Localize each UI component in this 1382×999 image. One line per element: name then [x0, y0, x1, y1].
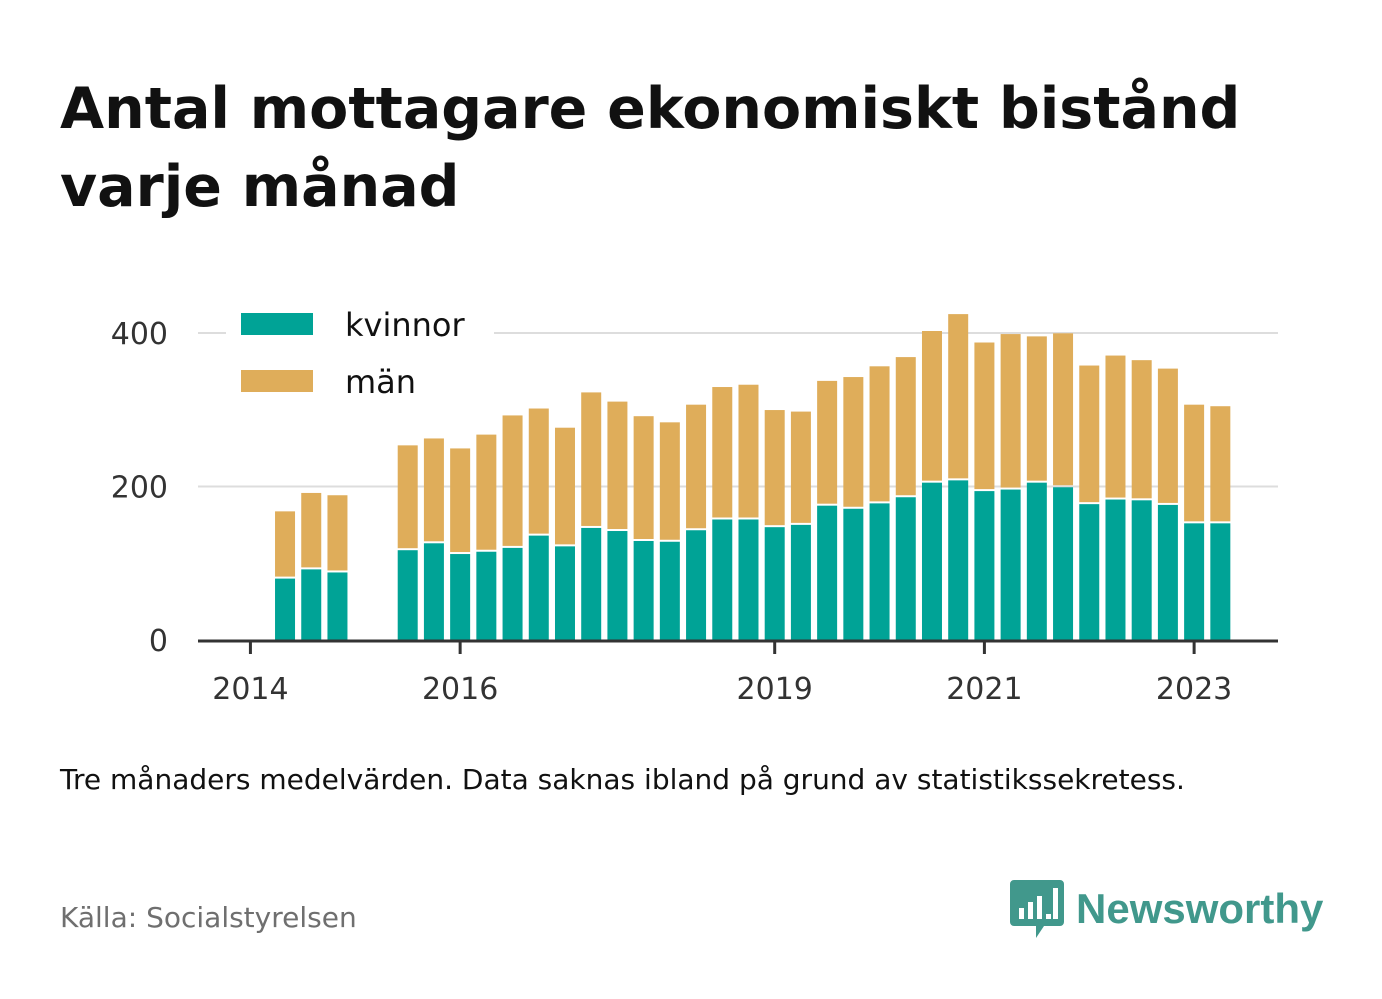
legend: kvinnor män [226, 300, 494, 410]
bar-man [502, 415, 523, 546]
y-tick-label: 400 [111, 317, 168, 352]
bar-kvinnor [327, 572, 348, 640]
x-tick-label: 2014 [212, 672, 288, 707]
y-axis: 0 200 400 [111, 317, 168, 659]
bar-kvinnor [790, 524, 811, 640]
bar-kvinnor [764, 527, 785, 640]
bar-kvinnor [450, 554, 471, 640]
legend-label: kvinnor [345, 306, 466, 344]
bar-kvinnor [275, 578, 296, 640]
bar-man [275, 511, 296, 577]
bar-man [817, 380, 838, 504]
bar-man [686, 404, 707, 529]
bar-kvinnor [921, 482, 942, 640]
bar-kvinnor [1079, 504, 1100, 640]
bar-man [921, 331, 942, 481]
brand-name: Newsworthy [1076, 885, 1324, 932]
bar-kvinnor [502, 547, 523, 640]
x-tick-label: 2021 [946, 672, 1022, 707]
newsworthy-logo-icon [1010, 880, 1064, 938]
bar-kvinnor [1105, 499, 1126, 640]
bar-man [712, 387, 733, 518]
bar-kvinnor [686, 530, 707, 640]
y-tick-label: 0 [149, 624, 168, 659]
x-tick-label: 2019 [737, 672, 813, 707]
bar-man [1026, 336, 1047, 481]
source-note: Källa: Socialstyrelsen [60, 901, 357, 934]
bar-man [790, 411, 811, 523]
bar-kvinnor [1026, 482, 1047, 640]
bar-kvinnor [1184, 523, 1205, 640]
x-axis: 2014 2016 2019 2021 2023 [198, 639, 1278, 707]
brand[interactable]: Newsworthy [1010, 878, 1323, 940]
bar-kvinnor [423, 543, 444, 640]
bar-kvinnor [554, 546, 575, 640]
bar-man [301, 492, 322, 568]
bar-man [397, 445, 418, 549]
bar-man [476, 434, 497, 550]
bar-kvinnor [581, 527, 602, 640]
bar-man [843, 377, 864, 507]
chart: kvinnor män 2014 2016 2019 2021 2023 0 200 400 [110, 300, 1278, 707]
bar-man [1079, 365, 1100, 503]
bar-man [974, 342, 995, 490]
bar-man [1184, 404, 1205, 522]
bar-man [1000, 334, 1021, 488]
bar-man [327, 495, 348, 571]
bar-kvinnor [476, 551, 497, 640]
bar-man [554, 427, 575, 545]
bar-kvinnor [1053, 487, 1074, 640]
bar-kvinnor [817, 505, 838, 640]
bar-man [633, 416, 654, 539]
legend-label: män [345, 363, 416, 401]
bar-man [450, 448, 471, 553]
bar-man [948, 314, 969, 479]
bar-kvinnor [948, 480, 969, 640]
bar-man [1157, 368, 1178, 503]
bar-man [659, 422, 680, 540]
bar-man [895, 357, 916, 496]
bar-man [869, 366, 890, 502]
y-tick-label: 200 [111, 471, 168, 506]
bar-man [738, 384, 759, 518]
bar-man [1105, 355, 1126, 498]
bar-man [607, 401, 628, 530]
legend-swatch [241, 313, 313, 335]
bar-kvinnor [974, 491, 995, 640]
bar-man [1053, 333, 1074, 486]
bar-kvinnor [633, 540, 654, 640]
bar-kvinnor [843, 508, 864, 640]
bar-kvinnor [301, 569, 322, 640]
bar-kvinnor [712, 519, 733, 640]
x-tick-label: 2023 [1156, 672, 1232, 707]
bar-kvinnor [869, 503, 890, 640]
bar-kvinnor [1157, 504, 1178, 640]
bar-kvinnor [1210, 523, 1231, 640]
bar-man [1210, 406, 1231, 522]
bar-man [764, 410, 785, 526]
bar-kvinnor [659, 541, 680, 640]
bar-man [1131, 360, 1152, 499]
x-tick-label: 2016 [422, 672, 498, 707]
chart-title: Antal mottagare ekonomiskt bistånd varje… [60, 76, 1241, 220]
bar-kvinnor [397, 550, 418, 640]
bar-kvinnor [895, 497, 916, 640]
bar-kvinnor [1000, 489, 1021, 640]
bar-kvinnor [607, 531, 628, 640]
bar-kvinnor [738, 519, 759, 640]
bar-man [581, 392, 602, 526]
bar-kvinnor [528, 535, 549, 640]
legend-swatch [241, 370, 313, 392]
bar-kvinnor [1131, 500, 1152, 640]
bar-man [528, 408, 549, 534]
bars [275, 314, 1231, 640]
chart-subtitle: Tre månaders medelvärden. Data saknas ib… [60, 763, 1185, 796]
bar-man [423, 438, 444, 542]
